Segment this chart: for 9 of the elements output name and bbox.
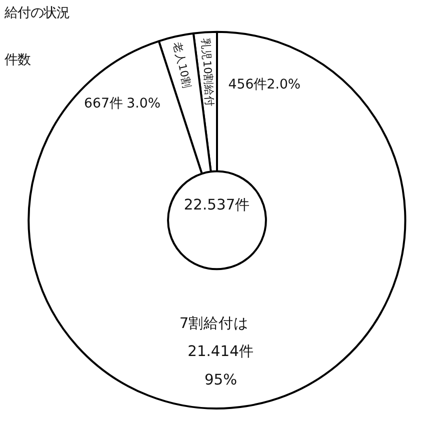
data-label: 21.414件 95% (188, 343, 254, 388)
slice-label: 老人10割 (170, 41, 194, 90)
chart-title: 給付の状況 (3, 6, 70, 22)
data-label: 456件2.0% (228, 78, 301, 92)
data-label: 667件 3.0% (84, 96, 161, 112)
slice-label: 7割給付は (179, 314, 249, 332)
text: 件数 (4, 53, 30, 68)
slice-label: 乳児10割給付 (199, 38, 216, 108)
text: 22.537件 (184, 196, 250, 214)
